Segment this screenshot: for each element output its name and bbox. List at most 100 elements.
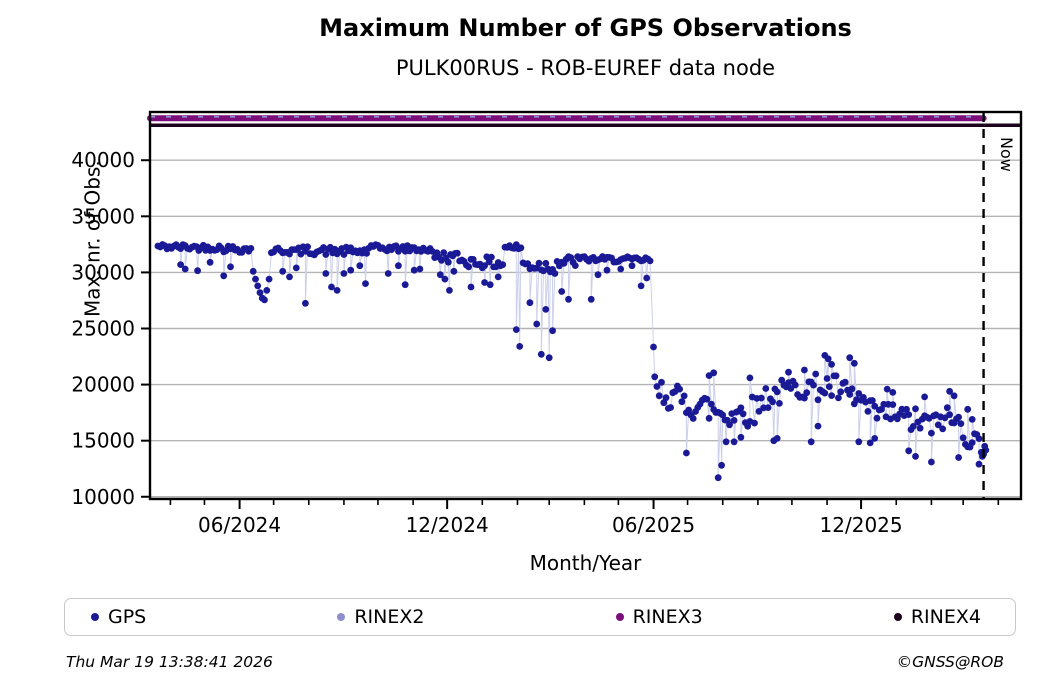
- gps-point: [773, 435, 781, 442]
- gps-point: [889, 389, 897, 396]
- gps-point: [801, 366, 808, 374]
- gps-point: [401, 281, 409, 289]
- gps-point: [516, 343, 524, 350]
- gps-point: [436, 271, 444, 279]
- gps-point: [846, 354, 854, 362]
- gps-point: [227, 263, 234, 271]
- gps-point: [946, 387, 953, 395]
- gps-point: [384, 270, 392, 277]
- legend-label-rinex3: RINEX3: [632, 606, 703, 628]
- gps-point: [542, 306, 550, 313]
- gps-point: [279, 267, 287, 275]
- legend-item-gps: GPS: [91, 606, 146, 628]
- gps-point: [680, 392, 688, 400]
- gps-point: [526, 299, 534, 307]
- y-tick-label: 20000: [71, 373, 135, 397]
- gps-point: [637, 282, 645, 290]
- gps-point: [181, 265, 189, 273]
- gps-point: [755, 408, 763, 415]
- gps-point: [850, 359, 858, 367]
- gps-point: [855, 390, 863, 397]
- gps-point: [939, 425, 947, 433]
- gps-point: [730, 417, 738, 424]
- gps-point: [347, 266, 355, 274]
- gps-point: [739, 410, 747, 418]
- gps-point: [928, 458, 935, 466]
- gps-point: [206, 258, 214, 266]
- gps-point: [340, 251, 348, 258]
- legend-item-rinex4: RINEX4: [893, 606, 981, 628]
- gps-point: [662, 394, 670, 402]
- gps-point: [871, 402, 879, 410]
- gps-point: [517, 244, 525, 252]
- gps-point: [322, 251, 330, 258]
- gps-point: [710, 369, 718, 377]
- gps-point: [737, 404, 745, 412]
- gps-point: [655, 392, 663, 400]
- gps-point: [256, 289, 264, 296]
- gps-point: [453, 249, 461, 257]
- gps-point: [446, 287, 453, 294]
- gps-point: [416, 265, 424, 273]
- gps-point: [322, 270, 330, 277]
- gps-point: [905, 411, 913, 418]
- gps-point: [220, 272, 228, 280]
- gps-point: [959, 434, 967, 442]
- gps-point: [486, 281, 494, 289]
- y-tick-label: 40000: [71, 148, 135, 172]
- gps-point: [785, 368, 792, 376]
- gps-point: [444, 258, 452, 266]
- gps-point: [549, 327, 556, 335]
- gps-point: [594, 271, 602, 279]
- rinex2-marker-icon: [337, 613, 346, 621]
- gps-point: [524, 260, 532, 267]
- gps-point: [921, 393, 928, 401]
- gps-point: [824, 355, 832, 363]
- gps-point: [678, 398, 686, 406]
- gps-point: [821, 389, 829, 397]
- gps-point: [828, 361, 835, 368]
- x-tick-label: 06/2024: [198, 513, 281, 537]
- y-tick-label: 25000: [71, 316, 135, 340]
- gps-point: [286, 273, 293, 281]
- gps-point: [975, 435, 983, 442]
- gps-point: [943, 404, 951, 412]
- gps-point: [362, 280, 369, 287]
- gps-point: [363, 250, 370, 257]
- gps-point: [571, 262, 579, 269]
- gps-point: [617, 265, 625, 273]
- gps-point: [848, 385, 856, 393]
- gps-point: [328, 283, 335, 291]
- gps-connector-line: [157, 242, 987, 478]
- chart-subtitle: PULK00RUS - ROB-EUREF data node: [395, 56, 776, 80]
- gps-point: [864, 408, 872, 415]
- gps-point: [751, 419, 758, 427]
- legend-label-gps: GPS: [108, 606, 147, 628]
- gps-point: [975, 460, 983, 468]
- gps-point: [440, 249, 448, 256]
- legend-label-rinex4: RINEX4: [910, 606, 981, 628]
- legend-label-rinex2: RINEX2: [354, 606, 425, 628]
- gps-point: [395, 262, 402, 270]
- gps-point: [194, 267, 202, 275]
- gps-point: [835, 394, 842, 402]
- gps-point: [714, 474, 722, 482]
- plot-frame: [148, 110, 1023, 501]
- gps-point: [837, 388, 845, 396]
- gps-point: [946, 411, 953, 419]
- legend-item-rinex3: RINEX3: [615, 606, 703, 628]
- y-tick-label: 35000: [71, 204, 135, 228]
- gps-point: [955, 454, 962, 461]
- timestamp-text: Thu Mar 19 13:38:41 2026: [66, 653, 273, 671]
- gps-point: [832, 372, 840, 380]
- gps-point: [676, 385, 683, 393]
- gps-point: [730, 438, 738, 446]
- credit-text: ©GNSS@ROB: [896, 653, 1004, 671]
- y-tick-label: 10000: [71, 485, 135, 509]
- gps-point: [494, 273, 502, 281]
- gps-point: [533, 320, 541, 328]
- gps-point: [703, 395, 711, 403]
- x-tick-label: 12/2024: [406, 513, 489, 537]
- gps-point: [499, 261, 507, 269]
